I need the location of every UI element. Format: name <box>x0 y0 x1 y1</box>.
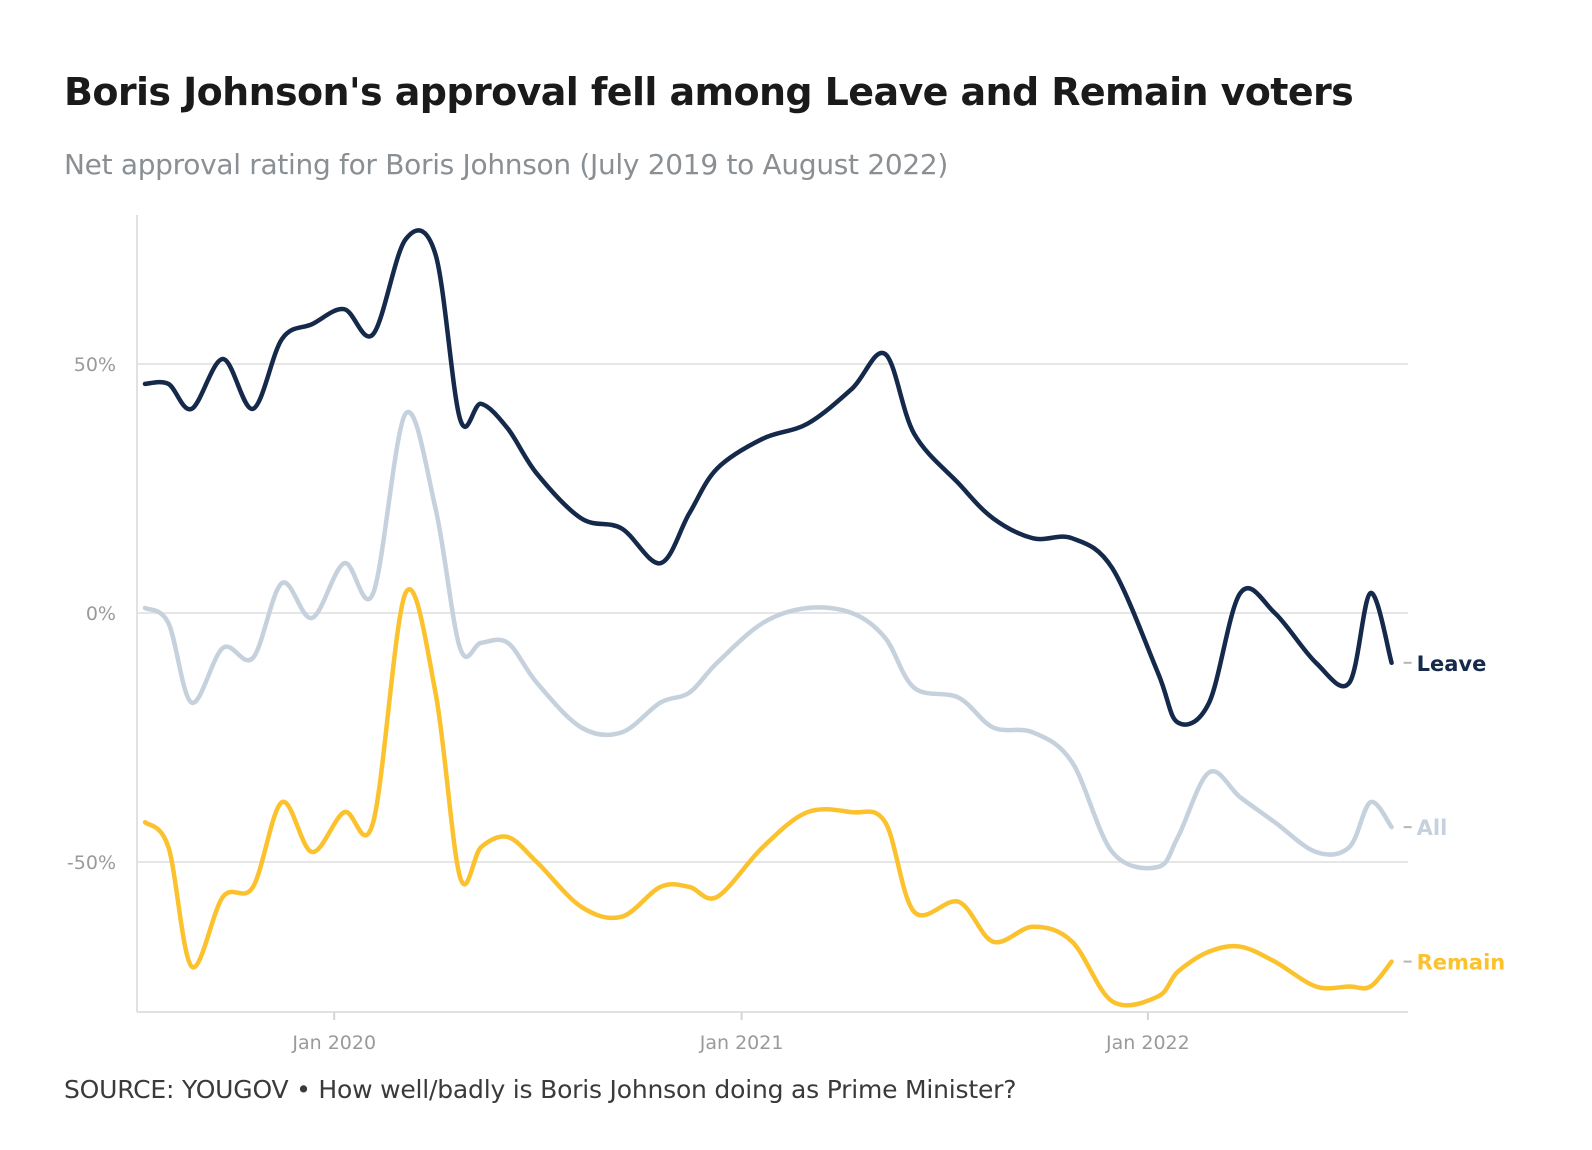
x-tick-label: Jan 2022 <box>1105 1032 1190 1054</box>
y-tick-label: 0% <box>86 603 116 625</box>
y-tick-label: 50% <box>74 354 116 376</box>
series-line-all <box>142 409 1394 871</box>
x-tick-label: Jan 2020 <box>291 1032 376 1054</box>
chart-subtitle: Net approval rating for Boris Johnson (J… <box>64 148 949 181</box>
x-tick-label: Jan 2021 <box>699 1032 784 1054</box>
y-tick-label: -50% <box>67 852 116 874</box>
series-line-remain <box>142 587 1394 1008</box>
series-label-all: All <box>1417 816 1448 840</box>
series-label-leave: Leave <box>1417 652 1487 676</box>
series-line-leave <box>142 228 1394 727</box>
series-label-remain: Remain <box>1417 951 1506 975</box>
chart-title: Boris Johnson's approval fell among Leav… <box>64 70 1354 114</box>
source-note: SOURCE: YOUGOV • How well/badly is Boris… <box>64 1075 1017 1104</box>
